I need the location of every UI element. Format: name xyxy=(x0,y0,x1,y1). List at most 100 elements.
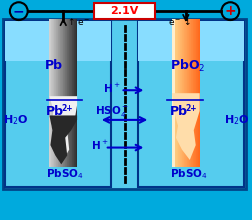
Bar xyxy=(51,19,52,167)
Bar xyxy=(54,19,55,167)
Bar xyxy=(75,19,76,167)
Text: PbO$_2$: PbO$_2$ xyxy=(170,57,205,73)
Bar xyxy=(74,19,75,167)
Bar xyxy=(189,19,190,167)
Bar xyxy=(175,19,176,167)
Bar xyxy=(63,19,64,167)
Bar xyxy=(193,19,194,167)
Bar xyxy=(53,19,54,167)
Text: 2.1V: 2.1V xyxy=(110,6,139,16)
Bar xyxy=(172,19,173,167)
Bar xyxy=(176,19,177,167)
Text: Pb: Pb xyxy=(45,59,62,72)
Text: H$^+$: H$^+$ xyxy=(103,82,120,95)
Text: H$_2$O: H$_2$O xyxy=(225,113,250,127)
Bar xyxy=(76,19,77,167)
Bar xyxy=(187,19,188,167)
Text: H$_2$O: H$_2$O xyxy=(3,113,28,127)
Bar xyxy=(194,19,195,167)
Bar xyxy=(60,19,61,167)
Bar xyxy=(65,19,66,167)
Bar xyxy=(58,19,59,167)
Bar xyxy=(198,19,199,167)
Bar xyxy=(62,19,64,167)
Bar xyxy=(185,19,186,167)
Bar xyxy=(192,19,193,167)
Bar xyxy=(58,19,59,167)
Bar xyxy=(69,19,70,167)
Bar xyxy=(138,21,244,60)
Text: PbSO$_4$: PbSO$_4$ xyxy=(170,167,208,181)
Bar xyxy=(198,19,199,167)
Bar xyxy=(184,19,185,167)
Bar xyxy=(74,19,75,167)
Bar xyxy=(64,19,65,167)
Text: Pb: Pb xyxy=(170,105,188,119)
Bar xyxy=(177,19,178,167)
Bar xyxy=(197,19,198,167)
Bar xyxy=(68,19,69,167)
Bar xyxy=(66,19,67,167)
Bar xyxy=(55,19,56,167)
Bar xyxy=(180,19,181,167)
Bar xyxy=(199,19,200,167)
Bar xyxy=(175,19,176,167)
Bar xyxy=(182,19,183,167)
Bar xyxy=(3,19,246,189)
Bar xyxy=(181,19,182,167)
Bar xyxy=(76,19,77,167)
Bar xyxy=(54,19,55,167)
Text: H$^+$: H$^+$ xyxy=(91,139,109,152)
Text: PbSO$_4$: PbSO$_4$ xyxy=(46,167,84,181)
Bar xyxy=(60,19,61,167)
Bar xyxy=(179,19,180,167)
Bar xyxy=(70,19,71,167)
Bar xyxy=(65,19,66,167)
Bar xyxy=(195,19,196,167)
Bar xyxy=(186,19,187,167)
Bar xyxy=(51,19,52,167)
Bar xyxy=(180,19,181,167)
Bar xyxy=(138,21,244,187)
Bar xyxy=(49,19,50,167)
Bar xyxy=(5,21,111,187)
Bar xyxy=(173,19,174,167)
Bar xyxy=(72,19,73,167)
Bar xyxy=(59,19,60,167)
Bar xyxy=(184,19,185,167)
Bar xyxy=(172,19,175,167)
Text: 2+: 2+ xyxy=(61,104,73,112)
Polygon shape xyxy=(172,93,200,160)
Bar xyxy=(52,19,53,167)
Bar xyxy=(62,19,63,167)
Bar xyxy=(50,19,51,167)
Bar xyxy=(73,19,74,167)
Bar xyxy=(190,19,191,167)
Bar xyxy=(173,19,174,167)
Bar xyxy=(183,19,184,167)
Text: 2+: 2+ xyxy=(186,104,197,112)
Bar xyxy=(196,19,197,167)
Bar xyxy=(178,19,179,167)
Bar xyxy=(188,19,189,167)
Text: +: + xyxy=(225,4,236,18)
Text: $\uparrow$e$^-$: $\uparrow$e$^-$ xyxy=(66,16,91,27)
Polygon shape xyxy=(49,116,77,164)
Bar xyxy=(191,19,192,167)
Text: −: − xyxy=(13,4,25,18)
Bar xyxy=(186,19,187,167)
Bar xyxy=(5,21,111,60)
Polygon shape xyxy=(49,96,77,160)
Text: e$^-$$\downarrow$: e$^-$$\downarrow$ xyxy=(168,16,191,27)
FancyBboxPatch shape xyxy=(94,3,155,19)
Bar xyxy=(61,19,62,167)
Bar xyxy=(71,19,72,167)
Bar xyxy=(194,19,195,167)
Bar xyxy=(56,19,57,167)
Bar xyxy=(174,19,175,167)
Text: Pb: Pb xyxy=(45,105,64,119)
Bar xyxy=(72,19,73,167)
Bar xyxy=(196,19,197,167)
Bar xyxy=(177,19,178,167)
Bar xyxy=(188,19,190,167)
